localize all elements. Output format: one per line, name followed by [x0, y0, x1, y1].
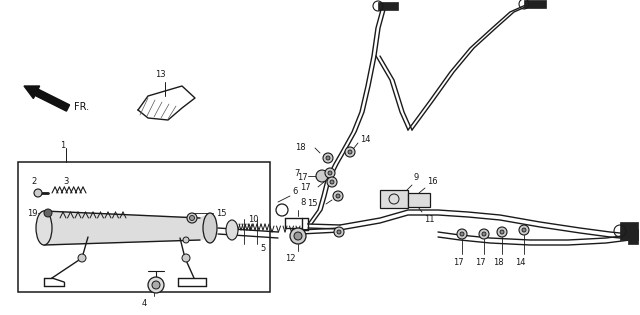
Circle shape: [336, 194, 340, 198]
Circle shape: [327, 177, 337, 187]
Text: 15: 15: [216, 209, 227, 217]
Circle shape: [183, 237, 189, 243]
Circle shape: [519, 225, 529, 235]
Ellipse shape: [203, 213, 217, 243]
Text: 10: 10: [248, 215, 259, 224]
Circle shape: [78, 254, 86, 262]
Circle shape: [500, 230, 504, 234]
Ellipse shape: [36, 211, 52, 245]
Bar: [378, 2, 398, 10]
Bar: [18, 162, 270, 292]
Text: 8: 8: [300, 198, 305, 207]
Text: 17: 17: [475, 258, 485, 267]
Text: 4: 4: [142, 299, 147, 308]
Circle shape: [333, 191, 343, 201]
Circle shape: [348, 150, 352, 154]
Text: 16: 16: [427, 177, 438, 186]
Circle shape: [482, 232, 486, 236]
Circle shape: [326, 156, 330, 160]
Polygon shape: [44, 211, 208, 245]
Text: FR.: FR.: [74, 102, 89, 112]
Text: 5: 5: [260, 244, 265, 253]
Text: 2: 2: [31, 177, 36, 186]
Circle shape: [290, 228, 306, 244]
Text: 17: 17: [300, 182, 311, 192]
Bar: [408, 193, 430, 207]
FancyArrow shape: [24, 86, 70, 111]
Circle shape: [345, 147, 355, 157]
Circle shape: [330, 180, 334, 184]
Text: 3: 3: [63, 177, 68, 186]
Text: 6: 6: [292, 186, 298, 196]
Text: 14: 14: [515, 258, 525, 267]
Circle shape: [44, 209, 52, 217]
Bar: [620, 222, 638, 240]
Ellipse shape: [226, 220, 238, 240]
Circle shape: [325, 168, 335, 178]
Text: 15: 15: [307, 199, 318, 209]
Text: 18: 18: [296, 144, 306, 152]
Circle shape: [182, 254, 190, 262]
Text: 12: 12: [285, 254, 295, 263]
Text: 7: 7: [294, 169, 300, 177]
Text: 18: 18: [493, 258, 503, 267]
Circle shape: [334, 227, 344, 237]
Bar: [524, 0, 546, 8]
Text: 9: 9: [413, 173, 419, 182]
Text: 17: 17: [298, 174, 308, 182]
Text: 13: 13: [155, 70, 165, 79]
Circle shape: [189, 215, 195, 220]
Circle shape: [460, 232, 464, 236]
Circle shape: [152, 281, 160, 289]
Circle shape: [522, 228, 526, 232]
Text: 19: 19: [28, 209, 38, 217]
Circle shape: [328, 171, 332, 175]
Circle shape: [34, 189, 42, 197]
Circle shape: [323, 153, 333, 163]
Circle shape: [479, 229, 489, 239]
Circle shape: [187, 213, 197, 223]
Circle shape: [294, 232, 302, 240]
Text: 1: 1: [60, 141, 66, 150]
Text: 14: 14: [360, 135, 371, 145]
Text: 11: 11: [424, 215, 435, 224]
Bar: [380, 190, 408, 208]
Bar: [628, 229, 638, 244]
Circle shape: [457, 229, 467, 239]
Circle shape: [337, 230, 341, 234]
Circle shape: [497, 227, 507, 237]
Text: 17: 17: [452, 258, 463, 267]
Circle shape: [316, 170, 328, 182]
Circle shape: [148, 277, 164, 293]
